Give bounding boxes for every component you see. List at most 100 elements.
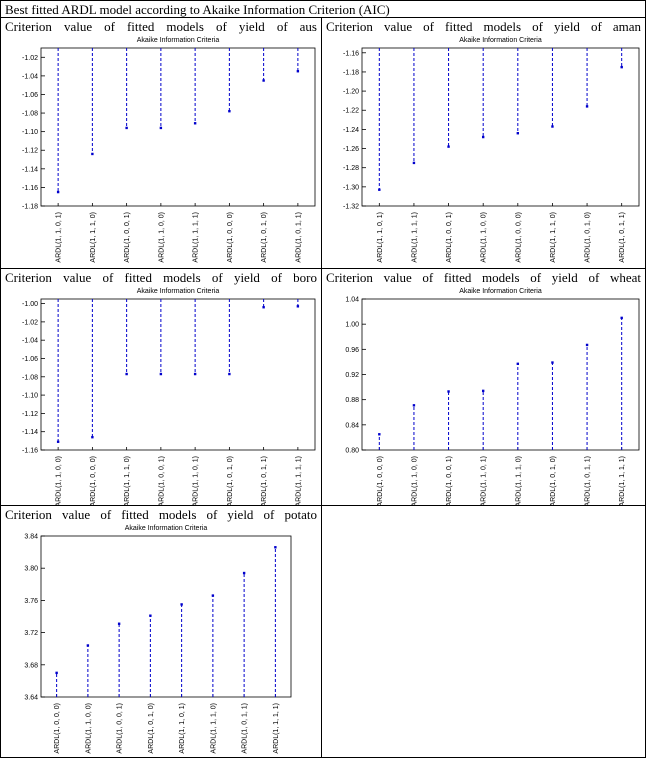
chart-subtitle: Akaike Information Criteria bbox=[459, 288, 542, 295]
y-tick-label: -1.06 bbox=[22, 356, 38, 363]
point bbox=[91, 435, 94, 439]
y-tick-label: -1.10 bbox=[22, 129, 38, 136]
y-tick-label: -1.08 bbox=[22, 111, 38, 118]
point bbox=[516, 132, 520, 135]
x-tick-label: ARDL(1, 0, 0, 1) bbox=[446, 456, 453, 505]
point bbox=[193, 122, 197, 125]
chart-title: Criterion value of fitted models of yiel… bbox=[5, 507, 317, 522]
chart: Akaike Information Criteria 0.80 0.84 0.88 0… bbox=[345, 288, 640, 505]
y-tick-label: -1.18 bbox=[22, 204, 38, 211]
chart-cell: Akaike Information Criteria -1.18 -1.16 -1.… bbox=[0, 17, 322, 269]
y-tick-label: -1.00 bbox=[22, 301, 38, 308]
x-tick-label: ARDL(1, 1, 0, 1) bbox=[56, 212, 63, 263]
y-tick-label: -1.14 bbox=[22, 166, 38, 173]
x-tick-label: ARDL(1, 0, 0, 1) bbox=[124, 212, 131, 263]
x-tick-label: ARDL(1, 0, 1, 1) bbox=[242, 703, 249, 754]
chart-subtitle: Akaike Information Criteria bbox=[125, 525, 208, 532]
caption: Best fitted ARDL model according to Akai… bbox=[5, 2, 390, 17]
point bbox=[125, 126, 128, 130]
y-tick-label: -1.12 bbox=[22, 148, 38, 155]
plot-frame bbox=[361, 47, 640, 207]
y-tick-label: 0.80 bbox=[345, 448, 359, 455]
x-tick-label: ARDL(1, 0, 1, 0) bbox=[585, 212, 592, 263]
y-tick-label: 0.88 bbox=[345, 397, 359, 404]
x-tick-label: ARDL(1, 0, 1, 1) bbox=[261, 456, 268, 505]
point bbox=[620, 65, 623, 69]
point bbox=[378, 433, 381, 436]
chart-cell: Akaike Information Criteria 0.80 0.84 0.88 0… bbox=[321, 268, 646, 506]
x-tick-label: ARDL(1, 0, 1, 1) bbox=[619, 212, 626, 263]
chart: Akaike Information Criteria -1.32 -1.30 -1.… bbox=[343, 37, 640, 263]
point bbox=[159, 126, 163, 130]
point bbox=[412, 161, 416, 165]
x-tick-label: ARDL(1, 1, 0, 1) bbox=[481, 456, 488, 505]
chart-title: Criterion value of fitted models of yiel… bbox=[5, 19, 317, 34]
y-tick-label: -1.26 bbox=[343, 146, 359, 153]
point bbox=[585, 343, 589, 347]
x-tick-label: ARDL(1, 0, 0, 0) bbox=[515, 212, 522, 263]
point bbox=[585, 105, 589, 108]
point bbox=[193, 372, 197, 376]
y-tick-label: 3.72 bbox=[24, 630, 38, 637]
y-tick-label: 1.04 bbox=[345, 297, 359, 304]
y-tick-label: -1.06 bbox=[22, 92, 38, 99]
x-tick-label: ARDL(1, 1, 1, 0) bbox=[90, 212, 97, 263]
x-tick-label: ARDL(1, 0, 1, 0) bbox=[227, 456, 234, 505]
chart-title: Criterion value of fitted models of yiel… bbox=[326, 270, 641, 285]
y-tick-label: 3.68 bbox=[24, 662, 38, 669]
point bbox=[117, 622, 121, 625]
x-tick-label: ARDL(1, 1, 0, 0) bbox=[85, 703, 92, 754]
x-tick-label: ARDL(1, 0, 0, 1) bbox=[117, 703, 124, 754]
x-tick-label: ARDL(1, 1, 1, 0) bbox=[210, 703, 217, 754]
y-tick-label: 0.96 bbox=[345, 347, 359, 354]
x-tick-label: ARDL(1, 1, 1, 1) bbox=[273, 703, 280, 754]
y-tick-label: -1.16 bbox=[22, 185, 38, 192]
chart-cell: Akaike Information Criteria -1.32 -1.30 -1.… bbox=[321, 17, 646, 269]
x-tick-label: ARDL(1, 0, 1, 0) bbox=[261, 212, 268, 263]
y-tick-label: -1.30 bbox=[343, 184, 359, 191]
x-tick-label: ARDL(1, 1, 1, 1) bbox=[295, 456, 302, 505]
y-tick-label: -1.32 bbox=[343, 204, 359, 211]
y-tick-label: -1.20 bbox=[343, 89, 359, 96]
x-tick-label: ARDL(1, 0, 1, 0) bbox=[148, 703, 155, 754]
x-tick-label: ARDL(1, 1, 0, 1) bbox=[377, 212, 384, 263]
y-tick-label: 3.76 bbox=[24, 598, 38, 605]
y-tick-label: 3.84 bbox=[24, 534, 38, 541]
y-tick-label: -1.04 bbox=[22, 338, 38, 345]
point bbox=[447, 390, 450, 393]
chart-title: Criterion value of fitted models of yiel… bbox=[5, 270, 317, 285]
y-tick-label: 0.92 bbox=[345, 372, 359, 379]
chart-cell: Akaike Information Criteria 3.64 3.68 3.72 3… bbox=[0, 505, 322, 758]
y-tick-label: -1.02 bbox=[22, 319, 38, 326]
point bbox=[86, 644, 90, 647]
point bbox=[378, 188, 381, 191]
x-tick-label: ARDL(1, 1, 1, 1) bbox=[193, 212, 200, 263]
chart-subtitle: Akaike Information Criteria bbox=[137, 37, 220, 44]
point bbox=[211, 594, 215, 597]
x-tick-label: ARDL(1, 1, 1, 1) bbox=[619, 456, 626, 505]
point bbox=[149, 614, 152, 617]
point bbox=[125, 372, 128, 376]
y-tick-label: -1.10 bbox=[22, 393, 38, 400]
y-tick-label: -1.16 bbox=[343, 50, 359, 57]
y-tick-label: -1.02 bbox=[22, 55, 38, 62]
point bbox=[447, 145, 450, 148]
y-tick-label: 0.84 bbox=[345, 422, 359, 429]
point bbox=[412, 404, 416, 407]
x-tick-label: ARDL(1, 1, 1, 0) bbox=[124, 456, 131, 505]
chart: Akaike Information Criteria 3.64 3.68 3.72 3… bbox=[24, 525, 292, 754]
point bbox=[159, 372, 163, 376]
point bbox=[551, 125, 554, 128]
x-tick-label: ARDL(1, 1, 0, 0) bbox=[411, 456, 418, 505]
y-tick-label: -1.14 bbox=[22, 429, 38, 436]
chart: Akaike Information Criteria -1.18 -1.16 -1.… bbox=[22, 37, 316, 263]
plot-frame bbox=[40, 298, 316, 451]
point bbox=[56, 190, 60, 194]
x-tick-label: ARDL(1, 0, 1, 1) bbox=[295, 212, 302, 263]
caption-cell: Best fitted ARDL model according to Akai… bbox=[0, 0, 646, 18]
x-tick-label: ARDL(1, 1, 1, 1) bbox=[411, 212, 418, 263]
y-tick-label: -1.22 bbox=[343, 108, 359, 115]
point bbox=[242, 571, 246, 575]
x-tick-label: ARDL(1, 0, 0, 1) bbox=[446, 212, 453, 263]
point bbox=[56, 440, 60, 443]
